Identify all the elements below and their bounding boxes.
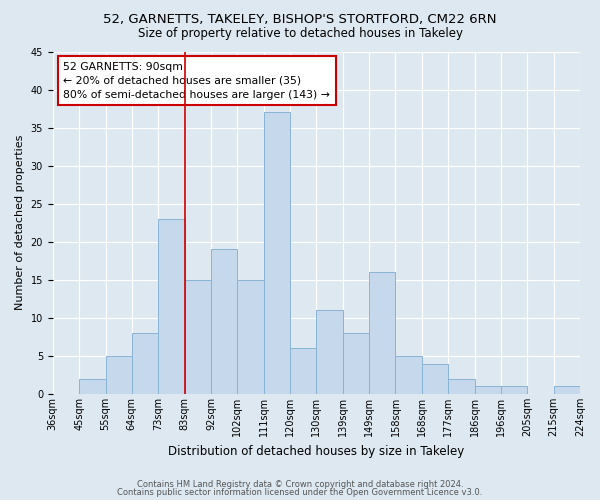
Text: 52, GARNETTS, TAKELEY, BISHOP'S STORTFORD, CM22 6RN: 52, GARNETTS, TAKELEY, BISHOP'S STORTFOR… — [103, 12, 497, 26]
X-axis label: Distribution of detached houses by size in Takeley: Distribution of detached houses by size … — [168, 444, 464, 458]
Bar — [422, 364, 448, 394]
Text: Contains public sector information licensed under the Open Government Licence v3: Contains public sector information licen… — [118, 488, 482, 497]
Bar — [316, 310, 343, 394]
Bar — [554, 386, 580, 394]
Bar — [238, 280, 263, 394]
Bar — [158, 219, 185, 394]
Bar — [475, 386, 501, 394]
Bar — [448, 379, 475, 394]
Bar — [369, 272, 395, 394]
Bar — [132, 333, 158, 394]
Text: Size of property relative to detached houses in Takeley: Size of property relative to detached ho… — [137, 28, 463, 40]
Bar — [263, 112, 290, 394]
Text: Contains HM Land Registry data © Crown copyright and database right 2024.: Contains HM Land Registry data © Crown c… — [137, 480, 463, 489]
Bar — [343, 333, 369, 394]
Bar — [395, 356, 422, 394]
Y-axis label: Number of detached properties: Number of detached properties — [15, 135, 25, 310]
Bar — [185, 280, 211, 394]
Bar — [106, 356, 132, 394]
Bar — [79, 379, 106, 394]
Bar — [501, 386, 527, 394]
Text: 52 GARNETTS: 90sqm
← 20% of detached houses are smaller (35)
80% of semi-detache: 52 GARNETTS: 90sqm ← 20% of detached hou… — [64, 62, 330, 100]
Bar — [290, 348, 316, 394]
Bar — [211, 250, 238, 394]
